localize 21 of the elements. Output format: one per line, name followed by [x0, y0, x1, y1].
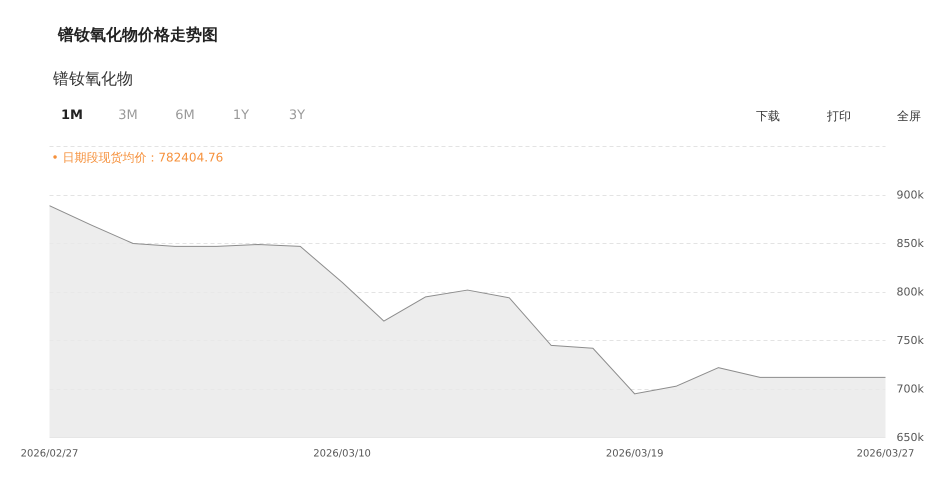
y-tick-label: 700k: [896, 382, 924, 396]
text: 6M: [175, 107, 195, 125]
chart-subtitle: 镨钕氧化物: [53, 68, 133, 90]
text: 全屏: [897, 108, 921, 125]
text: 下载: [756, 108, 780, 125]
text: 3Y: [288, 107, 306, 125]
x-tick-label: 2026/02/27: [20, 448, 78, 460]
x-tick-label: 2026/03/27: [856, 448, 914, 460]
x-tick-label: 2026/03/10: [313, 448, 371, 460]
x-tick-label: 2026/03/19: [606, 448, 664, 460]
text: 打印: [827, 108, 851, 125]
chart-title: 镨钕氧化物价格走势图: [58, 24, 218, 46]
text: 3M: [118, 107, 138, 125]
text: 1M: [61, 107, 83, 125]
y-tick-label: 900k: [896, 188, 924, 202]
y-tick-label: 850k: [896, 237, 924, 250]
annotation: • 日期段现货均价：782404.76: [52, 150, 224, 164]
y-tick-label: 750k: [896, 334, 924, 347]
y-tick-label: 650k: [896, 431, 924, 444]
y-tick-label: 800k: [896, 286, 924, 298]
text: 1Y: [232, 107, 250, 125]
